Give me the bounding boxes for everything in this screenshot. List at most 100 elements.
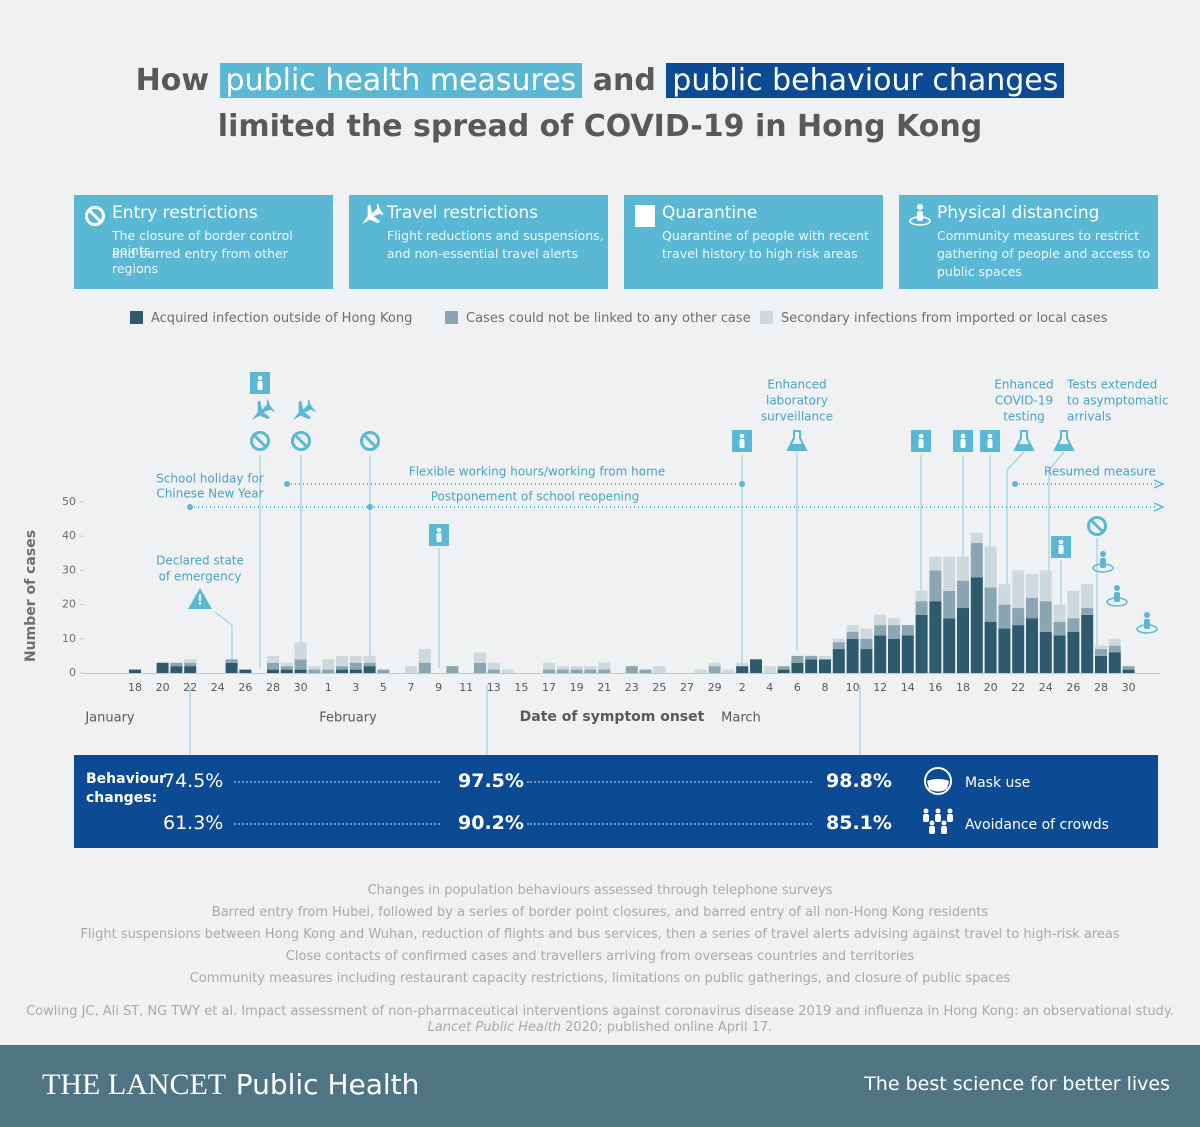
annotation-line — [1048, 451, 1065, 471]
legend-swatch — [445, 311, 458, 324]
bar-segment — [957, 556, 969, 581]
bar-segment — [170, 666, 183, 673]
bar-segment — [832, 642, 845, 650]
bar-segment — [888, 618, 900, 626]
bar-segment — [970, 532, 983, 544]
x-tick-label: 19 — [570, 681, 584, 694]
bar-segment — [777, 666, 790, 670]
legend-item: Acquired infection outside of Hong Kong — [130, 311, 412, 326]
x-tick-label: 7 — [408, 681, 415, 694]
bar-segment — [501, 669, 514, 673]
bar-segment — [322, 659, 335, 670]
bar-segment — [708, 662, 721, 667]
timeline-arrow — [1153, 502, 1165, 512]
bar-segment — [943, 618, 956, 673]
bar-segment — [929, 556, 942, 571]
bar-segment — [777, 669, 790, 673]
x-tick-label: 10 — [846, 681, 860, 694]
x-tick-label: 29 — [708, 681, 722, 694]
bar-segment — [487, 669, 500, 673]
bar-segment — [1067, 590, 1080, 619]
bar-segment — [322, 669, 335, 673]
icon-shape — [929, 820, 935, 826]
behaviour-value: 90.2% — [458, 812, 524, 834]
bar-segment — [570, 666, 583, 670]
bar-segment — [474, 652, 486, 663]
legend-label: Cases could not be linked to any other c… — [466, 311, 751, 326]
month-label: February — [319, 711, 377, 726]
x-tick-label: 8 — [822, 681, 829, 694]
bar-segment — [487, 662, 500, 670]
annotation: laboratory — [766, 394, 828, 408]
bar-segment — [363, 666, 376, 673]
dotted-line — [234, 823, 440, 825]
icon-shape — [252, 433, 268, 449]
icon-shape — [1114, 592, 1120, 602]
bar-segment — [267, 669, 279, 673]
timeline-arrow — [1153, 479, 1165, 489]
brand: THE LANCET Public Health — [42, 1067, 419, 1102]
bar-segment — [1053, 604, 1066, 622]
measure-title: Travel restrictions — [387, 203, 539, 223]
measure-text: Community measures to restrict — [937, 228, 1140, 243]
x-tick-label: 12 — [873, 681, 887, 694]
bar-segment — [1026, 597, 1038, 619]
icon-flask — [786, 430, 808, 451]
bar-segment — [639, 669, 652, 673]
icon-warn: ! — [188, 588, 212, 609]
bar-segment — [543, 662, 555, 670]
title-highlight: public health measures — [219, 63, 583, 98]
bar-segment — [446, 666, 459, 673]
icon-shape — [1144, 619, 1150, 629]
annotation: Flexible working hours/working from home — [409, 465, 665, 479]
behaviour-value: 74.5% — [163, 770, 224, 792]
bar-segment — [405, 666, 417, 673]
bar-segment — [984, 546, 997, 588]
bar-segment — [1039, 601, 1052, 632]
icon-shape — [291, 431, 311, 451]
x-tick-label: 6 — [794, 681, 801, 694]
bar-segment — [901, 635, 914, 673]
brand-journal: Public Health — [235, 1068, 420, 1101]
bar-segment — [129, 669, 141, 673]
bar-segment — [736, 666, 749, 673]
bar-segment — [750, 659, 762, 673]
bar-segment — [970, 543, 983, 578]
behaviour-value: 61.3% — [163, 812, 224, 834]
measure-icon — [635, 205, 655, 227]
x-tick-label: 18 — [956, 681, 970, 694]
icon-ban — [360, 431, 380, 451]
bar-segment — [984, 621, 997, 673]
bar-segment — [598, 662, 611, 670]
icon-shape — [1016, 444, 1032, 449]
icon-shape — [924, 767, 952, 795]
bar-segment — [998, 584, 1011, 605]
measure-icon — [361, 203, 383, 225]
bar-segment — [791, 655, 804, 663]
icon-shape — [987, 439, 993, 448]
x-tick-label: 15 — [514, 681, 528, 694]
bar-segment — [1095, 645, 1107, 650]
annotation: to asymptomatic — [1067, 394, 1169, 408]
legend-swatch — [130, 311, 143, 324]
icon-shape — [947, 814, 953, 822]
icon-quarantine — [732, 430, 752, 452]
bar-segment — [832, 638, 845, 643]
icon-shape — [293, 433, 309, 449]
annotation: surveillance — [761, 410, 833, 424]
bar-segment — [239, 669, 252, 673]
y-tick-label: 0 — [69, 666, 76, 679]
bar-segment — [1108, 652, 1121, 673]
bar-segment — [156, 662, 169, 673]
annotation: Chinese New Year — [156, 487, 263, 501]
month-label: January — [84, 711, 135, 726]
icon-shape — [360, 431, 380, 451]
x-tick-label: 3 — [352, 681, 359, 694]
annotation: Enhanced — [767, 378, 826, 392]
x-tick-label: 22 — [1011, 681, 1025, 694]
bar-segment — [957, 580, 969, 609]
icon-shape — [1058, 545, 1064, 554]
note: Flight suspensions between Hong Kong and… — [80, 927, 1120, 942]
icon-shape — [917, 211, 923, 221]
